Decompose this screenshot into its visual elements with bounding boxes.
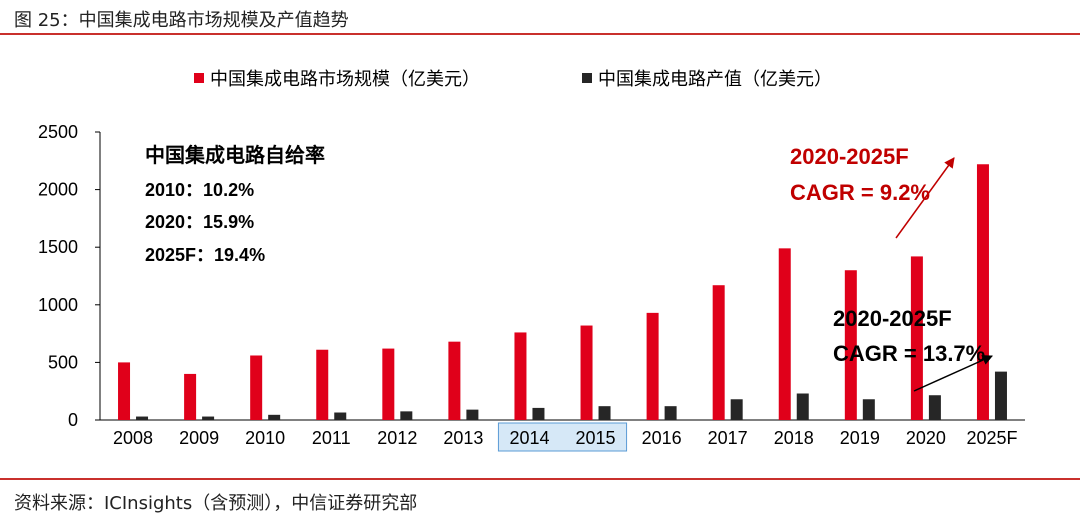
output-cagr-arrow bbox=[913, 355, 993, 392]
bar-output-2018 bbox=[796, 393, 809, 420]
bar-market-2008 bbox=[118, 362, 131, 420]
note-line-2020: 2020：15.9% bbox=[145, 212, 254, 232]
bar-market-2019 bbox=[844, 270, 857, 420]
x-tick-label: 2013 bbox=[443, 428, 483, 448]
bar-market-2020 bbox=[910, 256, 923, 420]
legend-swatch-market bbox=[194, 73, 204, 83]
x-tick-label: 2015 bbox=[576, 428, 616, 448]
output-cagr-value: CAGR = 13.7% bbox=[833, 341, 985, 366]
bar-market-2010 bbox=[250, 355, 263, 420]
output-cagr-annotation: 2020-2025F CAGR = 13.7% bbox=[833, 306, 993, 392]
x-tick-label: 2014 bbox=[509, 428, 549, 448]
x-tick-label: 2011 bbox=[312, 428, 351, 448]
source-note: 资料来源：ICInsights（含预测），中信证券研究部 bbox=[14, 493, 418, 514]
bar-market-2016 bbox=[646, 312, 659, 420]
bar-market-2017 bbox=[712, 285, 725, 420]
bar-market-2013 bbox=[448, 341, 461, 420]
x-axis: 2008 2009 2010 2011 2012 2013 2014 2015 2016 2017… bbox=[100, 419, 1025, 448]
bar-output-2009 bbox=[202, 416, 215, 420]
y-axis: 0 500 1000 1500 2000 2500 bbox=[38, 122, 101, 430]
bar-market-2009 bbox=[184, 373, 197, 420]
legend-label-output: 中国集成电路产值（亿美元） bbox=[598, 69, 832, 90]
highlight-box bbox=[497, 422, 628, 452]
bar-output-2020 bbox=[928, 395, 941, 420]
bar-output-2013 bbox=[466, 409, 479, 420]
x-tick-label: 2018 bbox=[774, 428, 814, 448]
note-title: 中国集成电路自给率 bbox=[145, 143, 325, 167]
bar-output-2015 bbox=[598, 406, 611, 420]
legend-label-market: 中国集成电路市场规模（亿美元） bbox=[210, 69, 480, 90]
market-cagr-annotation: 2020-2025F CAGR = 9.2% bbox=[790, 144, 955, 239]
bar-output-2019 bbox=[862, 399, 875, 420]
legend-swatch-output bbox=[582, 73, 592, 83]
y-tick-label: 0 bbox=[68, 410, 78, 430]
legend: 中国集成电路市场规模（亿美元） 中国集成电路产值（亿美元） bbox=[194, 69, 832, 90]
top-rule bbox=[0, 33, 1080, 35]
bar-output-2012 bbox=[400, 411, 413, 420]
bar-output-2008 bbox=[136, 416, 149, 420]
market-cagr-arrow bbox=[895, 157, 955, 239]
bar-output-2011 bbox=[334, 412, 347, 420]
market-cagr-period: 2020-2025F bbox=[790, 144, 909, 169]
x-tick-label: 2016 bbox=[642, 428, 682, 448]
x-tick-label: 2009 bbox=[179, 428, 219, 448]
y-tick-label: 500 bbox=[48, 352, 78, 372]
x-tick-label: 2008 bbox=[113, 428, 153, 448]
x-tick-label: 2020 bbox=[906, 428, 946, 448]
bar-output-2017 bbox=[730, 399, 743, 420]
output-cagr-period: 2020-2025F bbox=[833, 306, 952, 331]
bar-market-2014 bbox=[514, 332, 527, 420]
y-tick-label: 1500 bbox=[38, 237, 78, 257]
self-sufficiency-note: 中国集成电路自给率 2010：10.2% 2020：15.9% 2025F：19… bbox=[145, 143, 325, 265]
y-tick-label: 2000 bbox=[38, 180, 78, 200]
x-tick-label: 2012 bbox=[377, 428, 417, 448]
x-tick-label: 2025F bbox=[966, 428, 1017, 448]
bar-output-2016 bbox=[664, 406, 677, 420]
x-tick-label: 2019 bbox=[840, 428, 880, 448]
bar-market-2018 bbox=[778, 248, 791, 420]
bar-output-2010 bbox=[268, 414, 281, 420]
note-line-2010: 2010：10.2% bbox=[145, 180, 254, 200]
x-tick-label: 2017 bbox=[708, 428, 748, 448]
bar-market-2015 bbox=[580, 325, 593, 420]
x-tick-label: 2010 bbox=[245, 428, 285, 448]
bottom-rule bbox=[0, 478, 1080, 480]
bar-market-2012 bbox=[382, 348, 395, 420]
bar-market-2011 bbox=[316, 349, 329, 420]
y-tick-label: 1000 bbox=[38, 295, 78, 315]
bar-output-2014 bbox=[532, 407, 545, 420]
bar-chart: 中国集成电路市场规模（亿美元） 中国集成电路产值（亿美元） 0 500 1000 15… bbox=[38, 69, 1025, 452]
note-line-2025f: 2025F：19.4% bbox=[145, 245, 265, 265]
y-tick-label: 2500 bbox=[38, 122, 78, 142]
figure-title: 图 25：中国集成电路市场规模及产值趋势 bbox=[14, 10, 349, 31]
bar-output-2025F bbox=[994, 371, 1007, 420]
bar-market-2025F bbox=[976, 164, 989, 420]
market-cagr-value: CAGR = 9.2% bbox=[790, 180, 930, 205]
